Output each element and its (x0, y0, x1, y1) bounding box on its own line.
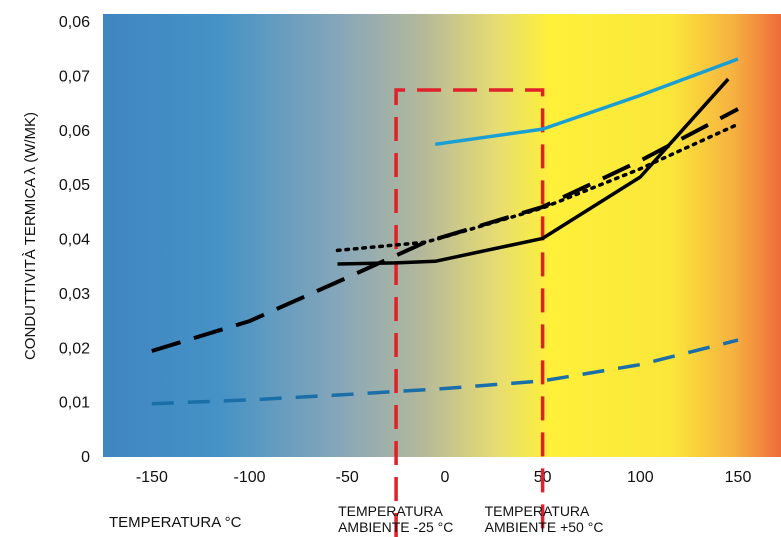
note-line: AMBIENTE +50 °C (485, 519, 604, 535)
reference-box-layer (394, 88, 545, 537)
y-tick-label: 0,05 (59, 177, 90, 194)
y-tick-label: 0,06 (59, 123, 90, 140)
series-line-long-dash-3 (151, 107, 739, 353)
series-line-dashed-5 (151, 338, 739, 406)
x-tick-label: -150 (136, 469, 168, 486)
note-line: AMBIENTE -25 °C (338, 519, 453, 535)
note-line: TEMPERATURA (338, 503, 443, 519)
y-tick-label: 0 (81, 449, 90, 466)
x-tick-label: 100 (627, 469, 654, 486)
x-tick-label: 0 (440, 469, 449, 486)
y-tick-label: 0,02 (59, 340, 90, 357)
x-axis-title: TEMPERATURA °C (109, 514, 242, 531)
y-axis-ticks: 0 0,01 0,02 0,03 0,04 0,05 0,06 0,07 0,06 (59, 14, 90, 466)
x-tick-label: 150 (725, 469, 752, 486)
x-tick-label: -100 (234, 469, 266, 486)
note-line: TEMPERATURA (485, 503, 590, 519)
y-tick-label: 0,07 (59, 68, 90, 85)
y-axis-title: CONDUTTIVITÀ TERMICA λ (W/MK) (22, 112, 39, 360)
series-layer (151, 57, 740, 406)
x-axis-ticks: -150 -100 -50 0 50 100 150 (136, 469, 752, 486)
ambient-temperature-note: TEMPERATURA AMBIENTE +50 °C (485, 503, 604, 535)
y-tick-label: 0,01 (59, 395, 90, 412)
series-line-dotted-4 (335, 122, 740, 253)
x-tick-label: -50 (336, 469, 359, 486)
y-tick-label: 0,06 (59, 14, 90, 31)
y-tick-label: 0,03 (59, 286, 90, 303)
series-line-solid-1 (434, 57, 739, 147)
ambient-temperature-note: TEMPERATURA AMBIENTE -25 °C (338, 503, 453, 535)
y-tick-label: 0,04 (59, 232, 90, 249)
ambient-range-box (394, 88, 545, 537)
